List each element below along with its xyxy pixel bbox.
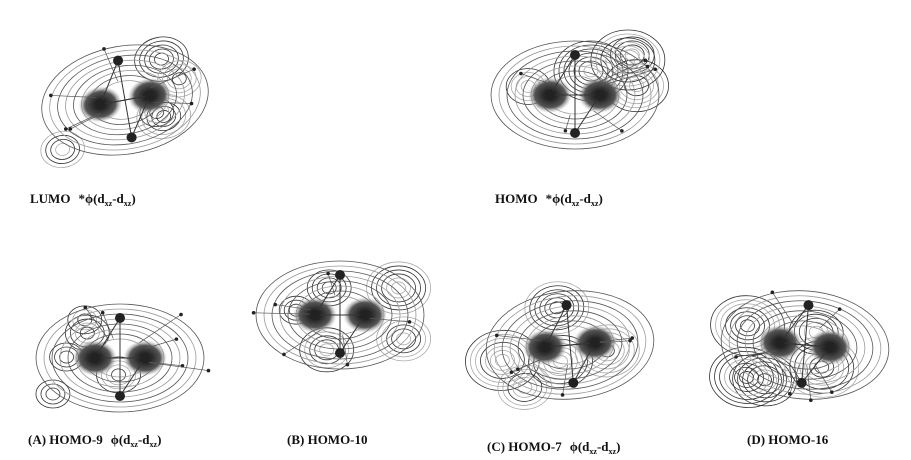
atom bbox=[102, 47, 106, 51]
atom bbox=[545, 90, 555, 100]
orbital-mid: -d bbox=[597, 439, 609, 454]
contour-line bbox=[397, 333, 411, 345]
contour-line bbox=[377, 317, 431, 361]
orbital-prefix: ϕ(d bbox=[570, 439, 590, 454]
caption-label: (B) HOMO-10 bbox=[287, 432, 368, 447]
caption-label: (C) HOMO-7 bbox=[487, 439, 562, 454]
atom bbox=[310, 310, 320, 320]
atom bbox=[326, 272, 330, 276]
panel-caption: (B) HOMO-10 bbox=[287, 432, 368, 447]
atom bbox=[360, 310, 370, 320]
orbital-suffix: ) bbox=[131, 191, 135, 206]
caption-label: (D) HOMO-16 bbox=[747, 432, 829, 447]
atom bbox=[115, 391, 125, 401]
contour-line bbox=[512, 376, 538, 398]
orbital-mid: -d bbox=[579, 191, 591, 206]
atom bbox=[175, 337, 179, 341]
atom bbox=[115, 313, 125, 323]
orbital-suffix: ) bbox=[598, 191, 602, 206]
atom bbox=[126, 132, 138, 144]
atom bbox=[64, 127, 68, 131]
atom bbox=[207, 369, 211, 373]
atom bbox=[112, 55, 124, 67]
atom bbox=[644, 59, 648, 63]
atom bbox=[570, 128, 580, 138]
contour-line bbox=[382, 321, 426, 357]
contour-line bbox=[112, 369, 126, 381]
contour-plot bbox=[252, 261, 431, 372]
atom bbox=[282, 353, 286, 357]
atom bbox=[83, 306, 87, 310]
atom bbox=[346, 363, 350, 367]
atom bbox=[734, 355, 738, 359]
atom bbox=[408, 320, 412, 324]
contour-plot bbox=[491, 30, 669, 149]
orbital-prefix: *ϕ(d bbox=[78, 191, 105, 206]
atom bbox=[90, 353, 100, 363]
bond bbox=[560, 365, 570, 395]
atom bbox=[495, 333, 499, 337]
orbital-suffix: ) bbox=[157, 432, 161, 447]
caption-label: LUMO bbox=[30, 191, 70, 206]
atom bbox=[561, 393, 565, 397]
orbital-prefix: ϕ(d bbox=[111, 432, 131, 447]
atom bbox=[653, 67, 657, 71]
atom bbox=[830, 390, 834, 394]
atom bbox=[809, 398, 813, 402]
atom bbox=[335, 348, 345, 358]
atom bbox=[570, 50, 580, 60]
orbital-mid: -d bbox=[112, 191, 124, 206]
caption-label: (A) HOMO-9 bbox=[28, 432, 103, 447]
figure: LUMO*ϕ(dxz-dxz)HOMO*ϕ(dxz-dxz)(A) HOMO-9… bbox=[0, 0, 911, 460]
caption-label: HOMO bbox=[495, 191, 538, 206]
atom bbox=[564, 129, 568, 133]
orbital-mid: -d bbox=[138, 432, 150, 447]
atom bbox=[620, 129, 624, 133]
contour-plot bbox=[25, 30, 218, 171]
panel-caption: HOMO*ϕ(dxz-dxz) bbox=[495, 191, 603, 208]
contour-line bbox=[495, 354, 510, 367]
contour-line bbox=[49, 138, 76, 162]
orbital-suffix: ) bbox=[616, 439, 620, 454]
atom bbox=[273, 303, 277, 307]
panel-caption: LUMO*ϕ(dxz-dxz) bbox=[30, 191, 136, 208]
orbital-prefix: *ϕ(d bbox=[546, 191, 573, 206]
contour-plot bbox=[459, 274, 659, 415]
atom bbox=[335, 270, 345, 280]
atom bbox=[101, 311, 105, 315]
contour-line bbox=[387, 278, 411, 298]
atom bbox=[179, 313, 183, 317]
contour-line bbox=[41, 384, 65, 404]
atom bbox=[595, 90, 605, 100]
panel-caption: (D) HOMO-16 bbox=[747, 432, 829, 447]
contour-line bbox=[60, 351, 74, 363]
contour-line bbox=[55, 142, 71, 156]
atom bbox=[252, 311, 256, 315]
contour-plot bbox=[704, 283, 894, 420]
atom bbox=[646, 65, 650, 69]
atom bbox=[140, 353, 150, 363]
atom bbox=[519, 72, 523, 76]
contour-plot bbox=[36, 304, 210, 412]
